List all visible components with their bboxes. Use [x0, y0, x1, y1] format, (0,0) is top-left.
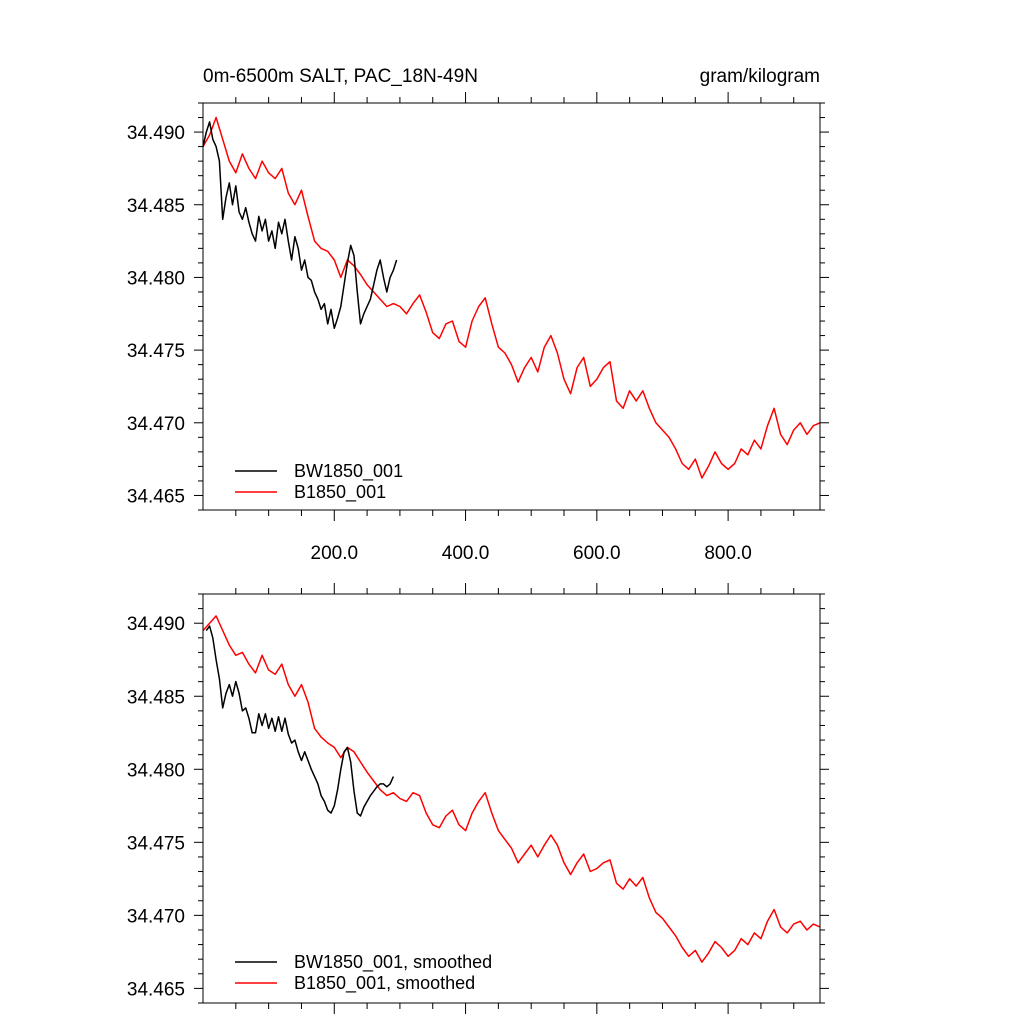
bottom-legend: BW1850_001, smoothed B1850_001, smoothed [235, 952, 492, 994]
top-plot-frame [202, 102, 821, 511]
y-tick-label: 34.485 [127, 687, 185, 708]
x-tick-label: 600.0 [573, 543, 621, 564]
series-line-bw1850-001 [202, 121, 398, 330]
y-tick-label: 34.465 [127, 979, 185, 1000]
x-tick-label: 400.0 [442, 543, 490, 564]
top-legend: BW1850_001 B1850_001 [235, 461, 403, 503]
bottom-series-lines [202, 615, 821, 963]
top-axes-ticks: 34.465 34.470 34.475 34.480 34.485 34.490 200.… [127, 92, 829, 564]
y-tick-label: 34.485 [127, 196, 185, 217]
bottom-plot-frame [202, 593, 821, 1004]
chart-title: 0m-6500m SALT, PAC_18N-49N [203, 66, 478, 87]
y-tick-label: 34.465 [127, 486, 185, 507]
x-tick-label: 800.0 [704, 543, 752, 564]
y-tick-label: 34.475 [127, 341, 185, 362]
y-tick-label: 34.490 [127, 614, 185, 635]
top-series-lines [202, 116, 821, 479]
legend-label-b1850-001-smoothed: B1850_001, smoothed [294, 973, 475, 994]
legend-label-bw1850-001: BW1850_001 [294, 461, 403, 482]
series-line-b1850-001 [202, 116, 821, 479]
y-tick-label: 34.490 [127, 123, 185, 144]
series-line-bw1850-001-smoothed [205, 625, 395, 817]
series-line-b1850-001-smoothed [202, 615, 821, 963]
bottom-axes-ticks: 34.465 34.470 34.475 34.480 34.485 34.490 [127, 583, 829, 1014]
top-panel: 0m-6500m SALT, PAC_18N-49N gram/kilogram… [127, 66, 829, 564]
chart-units: gram/kilogram [700, 66, 820, 87]
y-tick-label: 34.480 [127, 760, 185, 781]
legend-label-b1850-001: B1850_001 [294, 482, 386, 503]
legend-label-bw1850-001-smoothed: BW1850_001, smoothed [294, 952, 492, 973]
x-tick-label: 200.0 [311, 543, 359, 564]
y-tick-label: 34.475 [127, 833, 185, 854]
y-tick-label: 34.470 [127, 906, 185, 927]
y-tick-label: 34.470 [127, 414, 185, 435]
bottom-panel: 34.465 34.470 34.475 34.480 34.485 34.490 BW1… [127, 583, 829, 1014]
y-tick-label: 34.480 [127, 268, 185, 289]
